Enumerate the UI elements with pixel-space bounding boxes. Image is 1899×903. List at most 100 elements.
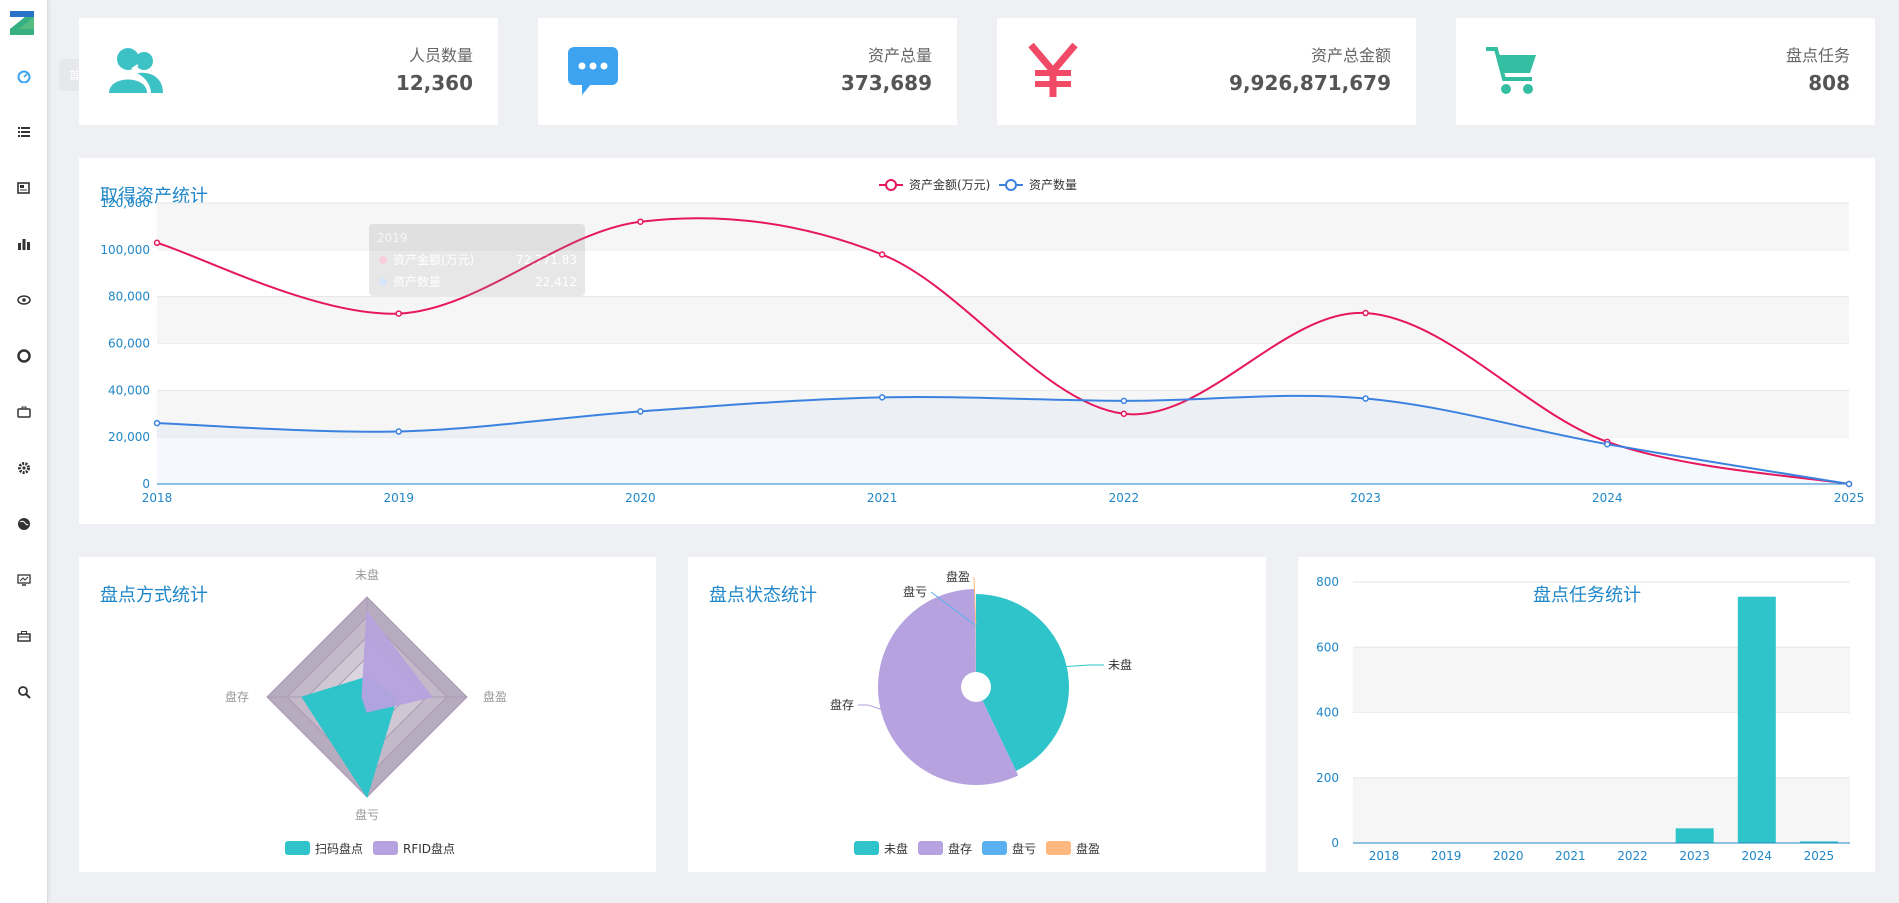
x-tick-label: 2021 (1555, 849, 1586, 863)
stat-value: 373,689 (840, 71, 932, 95)
tooltip-marker (379, 256, 387, 264)
legend-label: 盘亏 (1012, 841, 1036, 856)
sidebar-item-toolbox[interactable] (0, 616, 47, 656)
legend-label: 盘存 (948, 841, 972, 856)
search-icon (17, 686, 31, 699)
x-tick-label: 2018 (1369, 849, 1400, 863)
sidebar-item-newspaper[interactable] (0, 168, 47, 208)
sidebar-item-briefcase[interactable] (0, 392, 47, 432)
data-point (1362, 395, 1369, 402)
lifebuoy-icon (16, 349, 31, 363)
legend-swatch (1046, 841, 1071, 855)
method-chart-panel: 盘点方式统计 未盘 盘盈 盘亏 盘存 扫码盘点 RFID盘点 (79, 557, 656, 872)
legend-swatch (918, 841, 943, 855)
list-icon (17, 127, 30, 137)
bar (1799, 841, 1838, 843)
x-tick-label: 2019 (383, 491, 414, 505)
pie-leader (1066, 664, 1104, 667)
sidebar-item-globe[interactable] (0, 504, 47, 544)
tooltip-label: 资产金额(万元) (393, 252, 474, 267)
stat-card-tasks: 盘点任务 808 (1456, 18, 1875, 125)
y-tick-label: 800 (1316, 575, 1339, 589)
briefcase-icon (16, 406, 31, 418)
pie-label: 盘亏 (903, 584, 927, 599)
tooltip-value: 72,771.83 (516, 253, 577, 267)
radar-indicator: 未盘 (355, 567, 379, 582)
data-point (878, 394, 886, 401)
x-tick-label: 2020 (1493, 849, 1524, 863)
legend-swatch (854, 841, 879, 855)
chart-title: 取得资产统计 (100, 186, 208, 207)
sidebar-item-list[interactable] (0, 112, 47, 152)
tooltip-box (369, 224, 585, 296)
y-tick-label: 40,000 (108, 383, 150, 397)
sidebar-item-eye[interactable] (0, 280, 47, 320)
x-tick-label: 2023 (1679, 849, 1710, 863)
stat-value: 9,926,871,679 (1229, 71, 1391, 95)
pie-label: 盘盈 (946, 569, 970, 584)
newspaper-icon (16, 182, 30, 194)
sidebar-item-dashboard[interactable] (0, 56, 47, 96)
y-tick-label: 20,000 (108, 430, 150, 444)
dashboard-icon (17, 70, 30, 83)
bar (1737, 596, 1776, 843)
pie-slice (878, 589, 1019, 785)
data-point (395, 428, 402, 435)
x-tick-label: 2023 (1350, 491, 1381, 505)
sidebar-item-gear[interactable] (0, 448, 47, 488)
sidebar-item-lifebuoy[interactable] (0, 336, 47, 376)
legend-label: 资产数量 (1029, 177, 1077, 192)
legend-marker (885, 179, 897, 191)
task-bar-chart[interactable]: 0 200 400 600 800 2018 2019 2020 2021 2022 2023 202… (1298, 557, 1875, 872)
data-point (153, 239, 161, 247)
radar-indicator: 盘盈 (483, 689, 507, 704)
cart-icon (1486, 47, 1536, 94)
asset-line-chart[interactable]: 0 20,000 40,000 60,000 80,000 100,000 120,000 2… (79, 158, 1875, 524)
pie-label: 未盘 (1108, 657, 1132, 672)
y-tick-label: 0 (142, 477, 150, 491)
asset-chart-panel: 取得资产统计 0 20,000 40,000 60,000 80,000 100,000 1… (79, 158, 1875, 524)
monitor-chart-icon (16, 574, 31, 586)
x-tick-label: 2022 (1109, 491, 1140, 505)
radar-indicator: 盘亏 (355, 807, 379, 822)
app-logo[interactable] (7, 8, 37, 38)
grid-band (157, 296, 1849, 344)
sidebar (0, 0, 48, 903)
task-chart-panel: 盘点任务统计 0 200 400 600 800 2018 2019 2020 2021 2022… (1298, 557, 1875, 872)
series-area-count (157, 395, 1849, 484)
stat-label: 人员数量 (408, 46, 473, 65)
hover-tooltip: 2019 资产金额(万元) 72,771.83 资产数量 22,412 (369, 224, 585, 296)
legend-label: 未盘 (884, 841, 908, 856)
x-tick-label: 2024 (1592, 491, 1623, 505)
pie-leader (930, 591, 976, 626)
chart-title: 盘点状态统计 (709, 585, 817, 606)
y-tick-label: 100,000 (100, 243, 150, 257)
yen-icon (1028, 43, 1078, 97)
stat-label: 盘点任务 (1785, 46, 1850, 65)
users-icon (109, 48, 163, 93)
sidebar-item-search[interactable] (0, 672, 47, 712)
legend-swatch (982, 841, 1007, 855)
stat-label: 资产总量 (867, 46, 932, 65)
legend-label: RFID盘点 (403, 841, 455, 856)
bar (1675, 828, 1714, 843)
chat-bubble-icon (568, 47, 618, 95)
stat-card-staff: 人员数量 12,360 (79, 18, 498, 125)
x-tick-label: 2025 (1804, 849, 1835, 863)
sidebar-item-monitor-chart[interactable] (0, 560, 47, 600)
gear-icon (17, 462, 30, 474)
data-point (395, 310, 402, 317)
data-point (1845, 480, 1853, 488)
data-point (637, 218, 644, 225)
sidebar-item-bar-chart[interactable] (0, 224, 47, 264)
legend-marker (1005, 179, 1017, 191)
legend-swatch (285, 841, 310, 855)
legend-label: 资产金额(万元) (909, 177, 990, 192)
tooltip-year: 2019 (377, 231, 408, 245)
eye-icon (16, 295, 31, 305)
pie-leader (973, 576, 977, 626)
y-tick-label: 200 (1316, 771, 1339, 785)
tooltip-marker (379, 278, 387, 286)
